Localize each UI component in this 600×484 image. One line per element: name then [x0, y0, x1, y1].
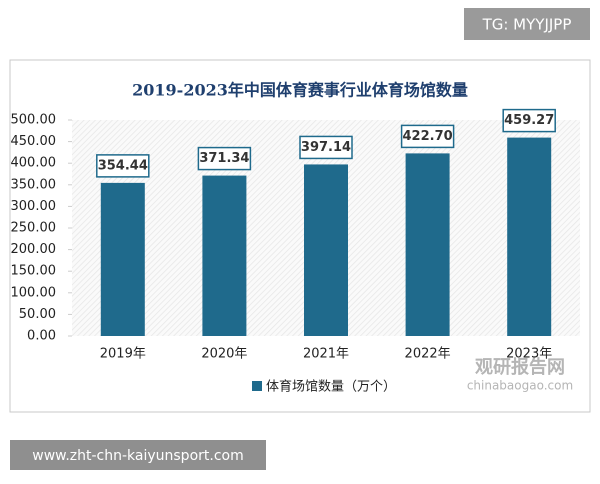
- watermark-name: 观研报告网: [475, 356, 565, 378]
- legend-label: 体育场馆数量（万个）: [266, 379, 396, 395]
- bar: [304, 164, 348, 336]
- y-tick-label: 100.00: [11, 285, 57, 300]
- watermark-url: chinabaogao.com: [467, 379, 573, 393]
- value-label-box: [502, 108, 556, 133]
- x-tick-label: 2021年: [303, 347, 349, 362]
- x-tick-label: 2023年: [506, 347, 552, 362]
- tag-box: [464, 8, 590, 40]
- value-label: 354.44: [98, 158, 148, 173]
- y-tick-label: 50.00: [19, 307, 56, 322]
- x-tick-label: 2022年: [405, 347, 451, 362]
- value-label: 422.70: [403, 129, 453, 144]
- y-tick-label: 0.00: [27, 329, 56, 344]
- footer-url: www.zht-chn-kaiyunsport.com: [32, 448, 243, 464]
- value-label: 459.27: [504, 113, 554, 128]
- y-tick-label: 450.00: [11, 134, 57, 149]
- bar: [202, 175, 247, 336]
- y-tick-label: 200.00: [11, 242, 57, 257]
- chart-title: 2019-2023年中国体育赛事行业体育场馆数量: [132, 81, 468, 100]
- x-tick-label: 2019年: [100, 347, 146, 362]
- y-tick-label: 400.00: [11, 156, 57, 171]
- value-label-box: [299, 135, 353, 160]
- bar: [100, 182, 145, 336]
- y-tick-label: 350.00: [11, 177, 57, 192]
- value-label-box: [197, 146, 252, 171]
- y-tick-label: 500.00: [11, 113, 57, 128]
- value-label: 397.14: [301, 140, 351, 155]
- y-tick-label: 300.00: [11, 199, 57, 214]
- bar: [507, 137, 552, 336]
- value-label-box: [400, 124, 455, 149]
- value-label-box: [96, 154, 150, 178]
- tag-text: TG: MYYJJPP: [482, 16, 572, 34]
- value-label: 371.34: [199, 151, 249, 166]
- x-tick-label: 2020年: [201, 347, 247, 362]
- legend-swatch: [252, 381, 262, 391]
- y-tick-label: 250.00: [11, 221, 57, 236]
- footer-box: [10, 440, 266, 470]
- bar: [405, 153, 450, 336]
- y-tick-label: 150.00: [11, 264, 57, 279]
